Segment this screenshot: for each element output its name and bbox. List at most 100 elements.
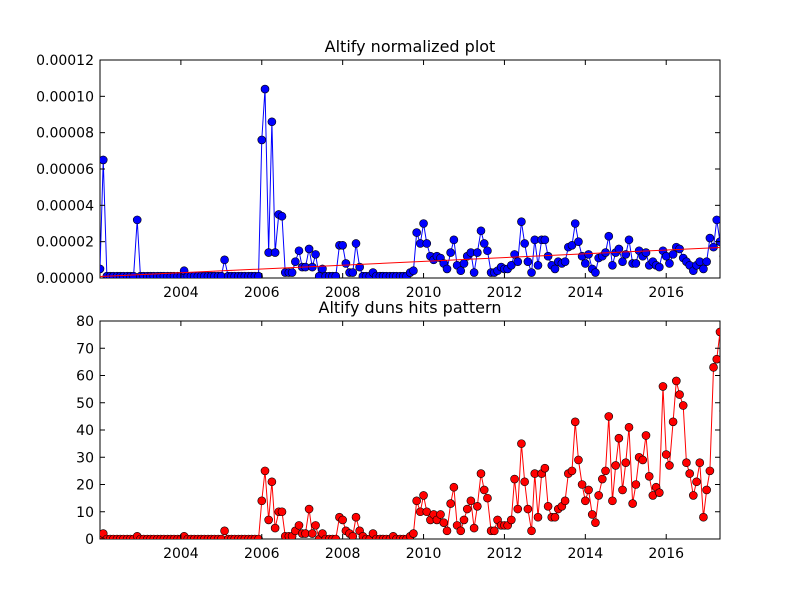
data-point bbox=[567, 466, 577, 476]
data-point bbox=[527, 268, 536, 277]
data-point bbox=[644, 472, 654, 481]
data-point bbox=[621, 458, 631, 468]
data-point bbox=[678, 401, 688, 410]
data-point bbox=[705, 233, 715, 243]
data-point bbox=[456, 266, 466, 276]
data-point bbox=[412, 496, 421, 506]
data-point bbox=[507, 260, 516, 270]
data-point bbox=[570, 417, 580, 427]
x-tick-label: 2004 bbox=[163, 285, 199, 301]
data-point bbox=[523, 257, 533, 266]
data-point bbox=[436, 510, 445, 519]
y-tick-label: 10 bbox=[76, 505, 94, 521]
chart-title: Altify duns hits pattern bbox=[319, 298, 502, 317]
data-point bbox=[543, 251, 553, 261]
data-point bbox=[655, 488, 664, 497]
data-point bbox=[100, 155, 108, 165]
data-point bbox=[631, 480, 641, 489]
data-point bbox=[618, 257, 627, 266]
y-tick-label: 30 bbox=[76, 450, 94, 466]
y-tick-label: 0.00006 bbox=[36, 162, 94, 178]
data-point bbox=[560, 257, 570, 266]
data-point bbox=[304, 244, 314, 254]
data-point bbox=[577, 480, 587, 489]
x-tick-label: 2006 bbox=[244, 546, 280, 562]
data-point bbox=[510, 474, 519, 484]
data-point bbox=[351, 512, 361, 522]
data-point bbox=[581, 259, 590, 268]
data-point bbox=[699, 264, 708, 274]
data-point bbox=[277, 507, 287, 517]
x-tick-label: 2008 bbox=[325, 546, 361, 562]
data-point bbox=[715, 327, 720, 337]
chart-normalized-plot: Altify normalized plot 2004 2006 2008 2010 20… bbox=[36, 37, 721, 301]
data-point bbox=[412, 228, 421, 237]
data-point bbox=[257, 135, 267, 145]
data-point bbox=[483, 493, 492, 503]
data-point bbox=[712, 354, 720, 364]
data-point bbox=[665, 461, 674, 470]
data-point bbox=[668, 417, 678, 427]
data-point bbox=[442, 526, 452, 536]
plot-area bbox=[99, 59, 721, 279]
data-point bbox=[291, 257, 300, 266]
data-point bbox=[294, 246, 304, 256]
data-point bbox=[540, 463, 550, 473]
data-point bbox=[709, 363, 718, 372]
data-point bbox=[264, 515, 273, 525]
data-point bbox=[587, 510, 597, 519]
data-point bbox=[604, 231, 614, 241]
data-point bbox=[476, 469, 486, 478]
data-point bbox=[533, 512, 543, 522]
data-point bbox=[543, 501, 553, 511]
data-point bbox=[260, 466, 270, 476]
data-point bbox=[456, 526, 466, 536]
data-point bbox=[591, 518, 600, 527]
x-tick-label: 2012 bbox=[487, 285, 523, 301]
data-point bbox=[638, 455, 648, 465]
data-point bbox=[520, 239, 529, 248]
data-point bbox=[348, 268, 358, 277]
data-point bbox=[287, 268, 297, 277]
y-tick-label: 20 bbox=[76, 478, 94, 494]
x-tick-label: 2010 bbox=[406, 285, 442, 301]
data-point bbox=[217, 534, 226, 539]
data-point bbox=[540, 235, 550, 245]
data-point bbox=[550, 512, 560, 522]
data-point bbox=[628, 499, 637, 508]
data-point bbox=[658, 382, 668, 391]
data-point bbox=[338, 241, 347, 250]
data-point bbox=[601, 466, 610, 476]
data-point bbox=[331, 271, 341, 278]
data-point bbox=[591, 268, 600, 277]
data-point bbox=[270, 248, 280, 257]
data-point bbox=[473, 248, 482, 257]
data-point bbox=[682, 458, 691, 468]
data-point bbox=[594, 491, 603, 500]
x-tick-label: 2010 bbox=[406, 546, 442, 562]
data-point bbox=[473, 501, 482, 511]
data-point bbox=[446, 499, 455, 508]
data-point bbox=[705, 466, 715, 476]
y-tick-label: 70 bbox=[76, 341, 94, 357]
x-tick-label: 2008 bbox=[325, 285, 361, 301]
data-point bbox=[100, 264, 105, 274]
y-tick-label: 60 bbox=[76, 369, 94, 385]
data-point bbox=[318, 264, 327, 274]
data-point bbox=[254, 534, 263, 539]
data-point bbox=[419, 491, 428, 500]
data-point bbox=[719, 253, 720, 259]
data-point bbox=[624, 235, 634, 245]
data-point bbox=[267, 477, 277, 487]
y-tick-label: 0.00010 bbox=[36, 89, 94, 105]
data-point bbox=[446, 248, 455, 257]
data-point bbox=[308, 529, 317, 538]
data-point bbox=[574, 455, 583, 465]
data-point bbox=[479, 239, 489, 248]
x-tick-label: 2016 bbox=[648, 546, 684, 562]
data-point bbox=[574, 237, 583, 246]
x-tick-label: 2014 bbox=[568, 285, 604, 301]
data-point bbox=[668, 250, 678, 259]
y-tick-label: 40 bbox=[76, 423, 94, 439]
y-tick-label: 0.00008 bbox=[36, 126, 94, 142]
